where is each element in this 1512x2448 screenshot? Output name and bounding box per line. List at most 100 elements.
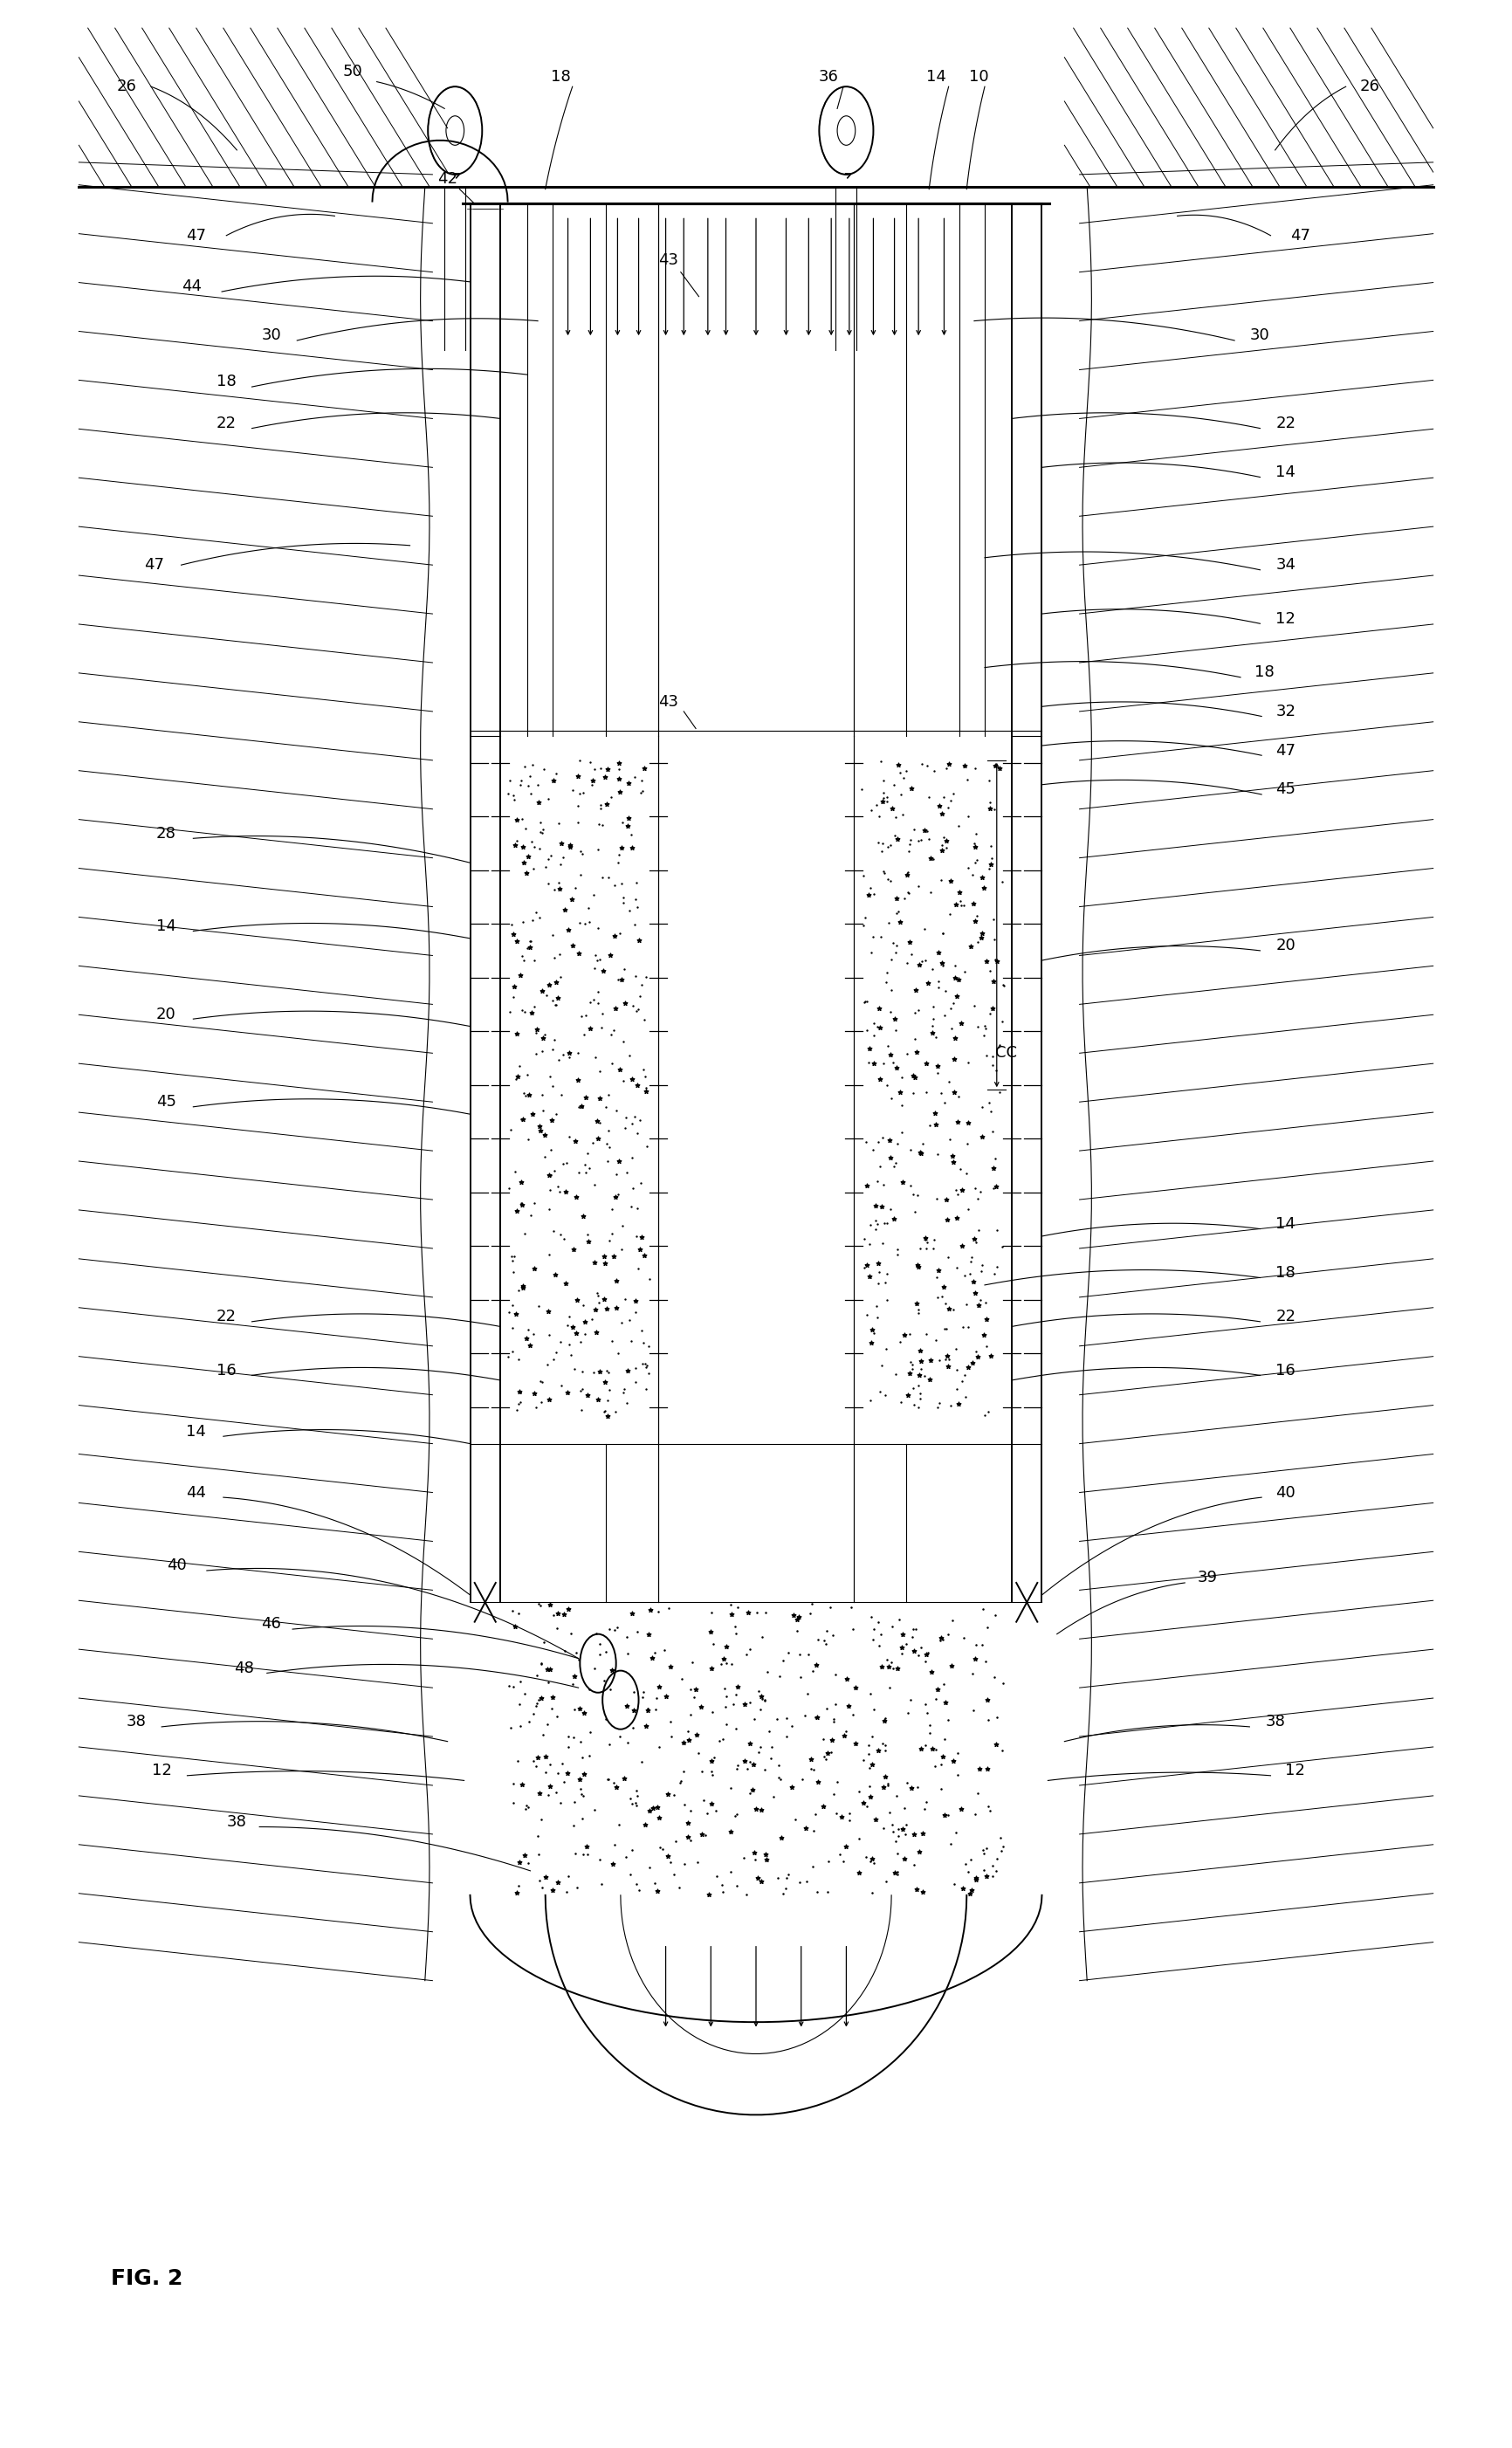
Point — [703, 1792, 727, 1831]
Point — [558, 1297, 582, 1337]
Point — [898, 923, 922, 962]
Point — [544, 1094, 569, 1133]
Point — [791, 1760, 815, 1799]
Point — [615, 1723, 640, 1763]
Point — [540, 916, 564, 955]
Point — [550, 1743, 575, 1782]
Point — [499, 1709, 523, 1748]
Point — [643, 1633, 667, 1672]
Point — [857, 1028, 881, 1067]
Point — [962, 884, 986, 923]
Point — [525, 1009, 549, 1048]
Point — [624, 1863, 649, 1902]
Point — [856, 876, 880, 916]
Point — [868, 1148, 892, 1187]
Point — [561, 1229, 585, 1268]
Point — [980, 1092, 1004, 1131]
Point — [898, 1342, 922, 1381]
Point — [851, 906, 875, 945]
Point — [531, 1623, 555, 1662]
Point — [520, 901, 544, 940]
Point — [605, 1767, 629, 1807]
Point — [745, 1594, 770, 1633]
Point — [585, 1119, 609, 1158]
Point — [534, 847, 558, 886]
Point — [637, 1354, 661, 1393]
Point — [584, 1312, 608, 1351]
Point — [859, 933, 883, 972]
Point — [872, 1701, 897, 1741]
Point — [953, 1356, 977, 1395]
Point — [529, 1364, 553, 1403]
Point — [886, 1834, 910, 1873]
Point — [865, 1009, 889, 1048]
Point — [866, 823, 891, 862]
Point — [936, 1200, 960, 1239]
Point — [679, 1670, 703, 1709]
Point — [612, 1371, 637, 1410]
Point — [815, 1733, 839, 1772]
Point — [596, 859, 620, 898]
Point — [951, 1361, 975, 1400]
Point — [765, 1858, 789, 1897]
Point — [945, 1733, 969, 1772]
Text: 36: 36 — [818, 69, 838, 86]
Point — [980, 989, 1004, 1028]
Point — [620, 1060, 644, 1099]
Point — [671, 1753, 696, 1792]
Point — [575, 1133, 599, 1173]
Point — [871, 1043, 895, 1082]
Point — [700, 1594, 724, 1633]
Point — [875, 1026, 900, 1065]
Point — [519, 1195, 543, 1234]
Point — [496, 1168, 520, 1207]
Point — [718, 1584, 742, 1623]
Text: FIG. 2: FIG. 2 — [110, 2267, 183, 2289]
Point — [634, 1706, 658, 1745]
Point — [782, 1596, 806, 1635]
Point — [620, 1594, 644, 1633]
Text: 18: 18 — [216, 375, 236, 389]
Point — [909, 820, 933, 859]
Point — [522, 1248, 546, 1288]
Point — [871, 761, 895, 800]
Point — [957, 1875, 981, 1914]
Point — [569, 832, 593, 871]
Point — [750, 1860, 774, 1900]
Point — [823, 1775, 847, 1814]
Point — [984, 1699, 1009, 1738]
Point — [602, 1763, 626, 1802]
Point — [570, 1087, 594, 1126]
Point — [606, 960, 631, 999]
Text: 12: 12 — [1276, 612, 1296, 627]
Point — [632, 1001, 656, 1040]
Point — [685, 1843, 709, 1883]
Point — [768, 1657, 792, 1696]
Point — [907, 1293, 931, 1332]
Point — [705, 1856, 729, 1895]
Point — [959, 1253, 983, 1293]
Text: 18: 18 — [1276, 1266, 1296, 1280]
Point — [500, 1591, 525, 1630]
Point — [875, 1765, 900, 1804]
Point — [600, 1214, 624, 1253]
Point — [700, 1755, 724, 1794]
Point — [529, 972, 553, 1011]
Point — [529, 1645, 553, 1684]
Point — [505, 1741, 529, 1780]
Point — [500, 1307, 525, 1346]
Point — [927, 786, 951, 825]
Point — [956, 1307, 980, 1346]
Point — [860, 1621, 885, 1660]
Point — [517, 928, 541, 967]
Point — [891, 1628, 915, 1667]
Point — [668, 1763, 692, 1802]
Point — [771, 1640, 795, 1679]
Point — [656, 1589, 680, 1628]
Point — [924, 1731, 948, 1770]
Point — [918, 1361, 942, 1400]
Point — [608, 1807, 632, 1846]
Point — [593, 1236, 617, 1275]
Point — [721, 1684, 745, 1723]
Point — [866, 1603, 891, 1643]
